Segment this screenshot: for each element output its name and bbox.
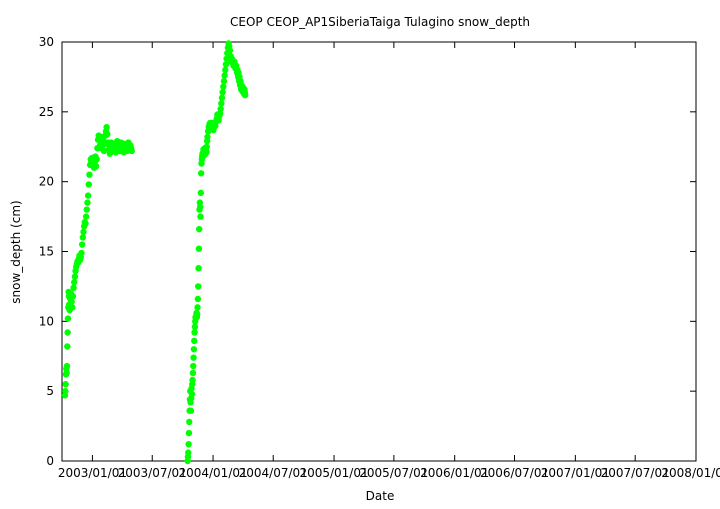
data-point — [82, 220, 89, 227]
y-tick-label: 25 — [39, 105, 54, 119]
x-axis-label: Date — [366, 489, 395, 503]
data-point — [186, 418, 193, 426]
data-point — [185, 449, 192, 456]
y-ticks: 0 5 10 15 20 25 30 — [39, 35, 696, 468]
data-point — [188, 390, 196, 398]
y-tick-label: 20 — [39, 175, 54, 189]
data-points — [61, 40, 249, 465]
data-point — [190, 362, 197, 370]
data-point — [187, 407, 195, 414]
data-point — [196, 203, 204, 211]
data-point — [128, 147, 135, 155]
data-point — [195, 245, 203, 252]
data-point — [219, 89, 226, 96]
chart-title: CEOP CEOP_AP1SiberiaTaiga Tulagino snow_… — [230, 15, 530, 29]
data-point — [197, 189, 205, 197]
data-point — [204, 133, 211, 141]
data-point — [194, 283, 202, 290]
data-point — [92, 163, 100, 170]
data-point — [63, 362, 71, 370]
data-point — [190, 346, 198, 353]
data-point — [197, 213, 204, 220]
data-point — [191, 337, 198, 345]
data-point — [203, 149, 210, 156]
data-point — [64, 315, 72, 322]
y-tick-label: 0 — [46, 454, 54, 468]
x-tick-label: 2003/01/01 — [58, 466, 127, 480]
y-axis-label: snow_depth (cm) — [9, 200, 23, 303]
data-point — [62, 387, 69, 395]
data-point — [85, 181, 92, 188]
data-point — [222, 61, 230, 68]
data-point — [189, 376, 196, 384]
data-point — [82, 213, 90, 220]
data-point — [104, 130, 111, 138]
data-point — [79, 234, 87, 241]
x-tick-label: 2007/07/01 — [601, 466, 670, 480]
data-point — [93, 156, 100, 163]
data-point — [193, 311, 201, 318]
y-tick-label: 15 — [39, 245, 54, 259]
x-tick-label: 2006/07/01 — [480, 466, 549, 480]
x-tick-label: 2004/01/01 — [178, 466, 247, 480]
data-point — [222, 66, 229, 74]
data-point — [185, 429, 193, 437]
data-point — [86, 171, 93, 178]
data-point — [64, 329, 71, 336]
data-point — [194, 304, 201, 311]
data-point — [70, 284, 77, 292]
data-point — [83, 206, 90, 213]
y-tick-label: 5 — [46, 384, 54, 398]
x-tick-label: 2005/07/01 — [359, 466, 428, 480]
data-point — [68, 298, 75, 305]
data-point — [218, 94, 226, 102]
data-point — [78, 249, 85, 257]
data-point — [64, 343, 71, 350]
data-point — [241, 91, 249, 99]
data-point — [197, 170, 205, 177]
data-point — [78, 241, 86, 248]
x-tick-label: 2003/07/01 — [118, 466, 187, 480]
data-point — [69, 292, 77, 300]
data-point — [84, 192, 92, 199]
data-point — [226, 47, 234, 54]
data-point — [191, 323, 199, 331]
data-point — [195, 225, 203, 233]
x-ticks: 2003/01/012003/07/012004/01/012004/07/01… — [58, 42, 720, 480]
data-point — [221, 72, 228, 79]
data-point — [194, 295, 202, 303]
y-tick-label: 10 — [39, 314, 54, 328]
data-point — [220, 83, 227, 90]
plot-frame — [61, 41, 697, 462]
data-point — [71, 273, 79, 280]
x-tick-label: 2006/01/01 — [420, 466, 489, 480]
data-point — [220, 77, 228, 85]
data-point — [191, 329, 198, 336]
data-point — [84, 199, 91, 206]
data-point — [63, 369, 70, 377]
data-point — [185, 441, 192, 448]
data-point — [190, 354, 197, 361]
data-point — [71, 279, 78, 286]
x-tick-label: 2004/07/01 — [239, 466, 308, 480]
data-point — [217, 105, 224, 113]
data-point — [80, 228, 87, 236]
data-point — [195, 265, 202, 272]
data-point — [103, 123, 110, 131]
data-point — [218, 100, 225, 107]
y-tick-label: 30 — [39, 35, 54, 49]
data-point — [62, 380, 69, 388]
x-tick-label: 2007/01/01 — [541, 466, 610, 480]
data-point — [69, 304, 76, 311]
x-tick-label: 2008/01/01 — [661, 466, 720, 480]
data-point — [189, 369, 197, 377]
data-point — [203, 143, 210, 150]
x-tick-label: 2005/01/01 — [299, 466, 368, 480]
